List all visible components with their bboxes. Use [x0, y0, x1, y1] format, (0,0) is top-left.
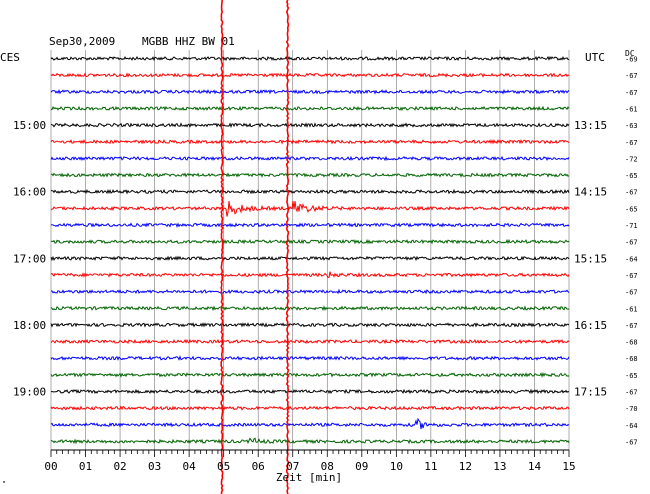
- x-tick-label: 01: [79, 460, 92, 473]
- right-time-label: 13:15: [574, 119, 607, 132]
- dc-offset-label: -63: [625, 122, 638, 130]
- trace-line: [50, 72, 570, 78]
- left-time-label: 15:00: [13, 119, 46, 132]
- x-tick-label: 09: [355, 460, 368, 473]
- trace-line: [50, 437, 570, 445]
- dc-offset-label: -67: [625, 389, 638, 397]
- grid: [50, 50, 570, 450]
- trace-line: [50, 405, 570, 411]
- x-axis-title: Zeit [min]: [276, 471, 342, 484]
- dc-offset-label: -61: [625, 105, 638, 113]
- trace-line: [50, 271, 570, 278]
- header-station: MGBB HHZ BW 01: [142, 35, 235, 48]
- left-axis-label: CES: [0, 51, 20, 64]
- trace-line: [50, 55, 570, 62]
- right-time-label: 15:15: [574, 252, 607, 265]
- dc-offset-label: -67: [625, 289, 638, 297]
- trace-line: [50, 188, 570, 195]
- corner-mark: ": [2, 480, 6, 488]
- dc-offset-label: -65: [625, 172, 638, 180]
- right-time-label: 14:15: [574, 186, 607, 199]
- trace-line: [50, 305, 570, 312]
- trace-line: [50, 139, 570, 145]
- dc-offset-label: -70: [625, 405, 638, 413]
- trace-line: [50, 338, 570, 345]
- x-tick-label: 03: [148, 460, 161, 473]
- x-tick-label: 04: [183, 460, 197, 473]
- dc-offset-label: -71: [625, 222, 638, 230]
- dc-offset-label: -67: [625, 89, 638, 97]
- left-time-label: 16:00: [13, 186, 46, 199]
- trace-line: [50, 388, 570, 395]
- spike-line: [220, 0, 224, 494]
- trace-line: [50, 288, 570, 295]
- trace-line: [50, 105, 570, 112]
- dc-offset-label: -67: [625, 438, 638, 446]
- spike-line: [285, 0, 290, 494]
- dc-offset-label: -67: [625, 239, 638, 247]
- dc-offset-label: -68: [625, 355, 638, 363]
- spikes: [220, 0, 290, 494]
- x-tick-label: 08: [321, 460, 334, 473]
- right-axis-label: UTC: [585, 51, 605, 64]
- x-tick-label: 05: [217, 460, 230, 473]
- x-tick-label: 13: [493, 460, 506, 473]
- trace-line: [50, 238, 570, 245]
- x-tick-label: 02: [113, 460, 126, 473]
- trace-line: [50, 88, 570, 95]
- trace-line: [50, 172, 570, 178]
- x-tick-label: 07: [286, 460, 299, 473]
- time-labels: 15:00 16:00 17:00 18:00 19:00 13:15 14:15 15:15…: [13, 119, 607, 398]
- trace-line: [50, 417, 570, 430]
- dc-offset-label: -64: [625, 422, 638, 430]
- x-tick-label: 10: [390, 460, 403, 473]
- trace-line: [50, 122, 570, 129]
- x-tick-label: 12: [459, 460, 472, 473]
- dc-offset-label: -65: [625, 372, 638, 380]
- dc-offset-label: -72: [625, 155, 638, 163]
- x-axis: 00 01 02 03 04 05 06 07 08 09 10 11 12 13 14 15: [44, 449, 576, 473]
- x-tick-label: 00: [44, 460, 57, 473]
- dc-offset-label: -64: [625, 255, 638, 263]
- trace-line: [50, 200, 570, 217]
- left-time-label: 17:00: [13, 252, 46, 265]
- dc-offset-label: -67: [625, 272, 638, 280]
- trace-line: [50, 371, 570, 378]
- trace-line: [50, 155, 570, 162]
- x-tick-label: 15: [562, 460, 575, 473]
- right-time-label: 16:15: [574, 319, 607, 332]
- x-tick-label: 11: [424, 460, 437, 473]
- x-tick-label: 14: [528, 460, 542, 473]
- x-tick-label: 06: [252, 460, 265, 473]
- left-time-label: 18:00: [13, 319, 46, 332]
- dc-offset-label: -68: [625, 339, 638, 347]
- dc-offset-label: -67: [625, 322, 638, 330]
- header-date: Sep30,2009: [49, 35, 115, 48]
- dc-offset-label: -69: [625, 56, 638, 64]
- left-time-label: 19:00: [13, 386, 46, 399]
- trace-line: [50, 355, 570, 362]
- dc-offset-label: -67: [625, 72, 638, 80]
- dc-label: DC: [625, 49, 635, 58]
- dc-offset-label: -67: [625, 189, 638, 197]
- dc-offset-label: -65: [625, 205, 638, 213]
- dc-offset-label: -61: [625, 305, 638, 313]
- trace-line: [50, 255, 570, 262]
- dc-offset-label: -67: [625, 139, 638, 147]
- traces: -69 -67 -67 -61 -63 -67 -72 -65 -67 -65 -71 -67 -64 -…: [50, 55, 638, 446]
- trace-line: [50, 322, 570, 328]
- right-time-label: 17:15: [574, 386, 607, 399]
- trace-line: [50, 222, 570, 228]
